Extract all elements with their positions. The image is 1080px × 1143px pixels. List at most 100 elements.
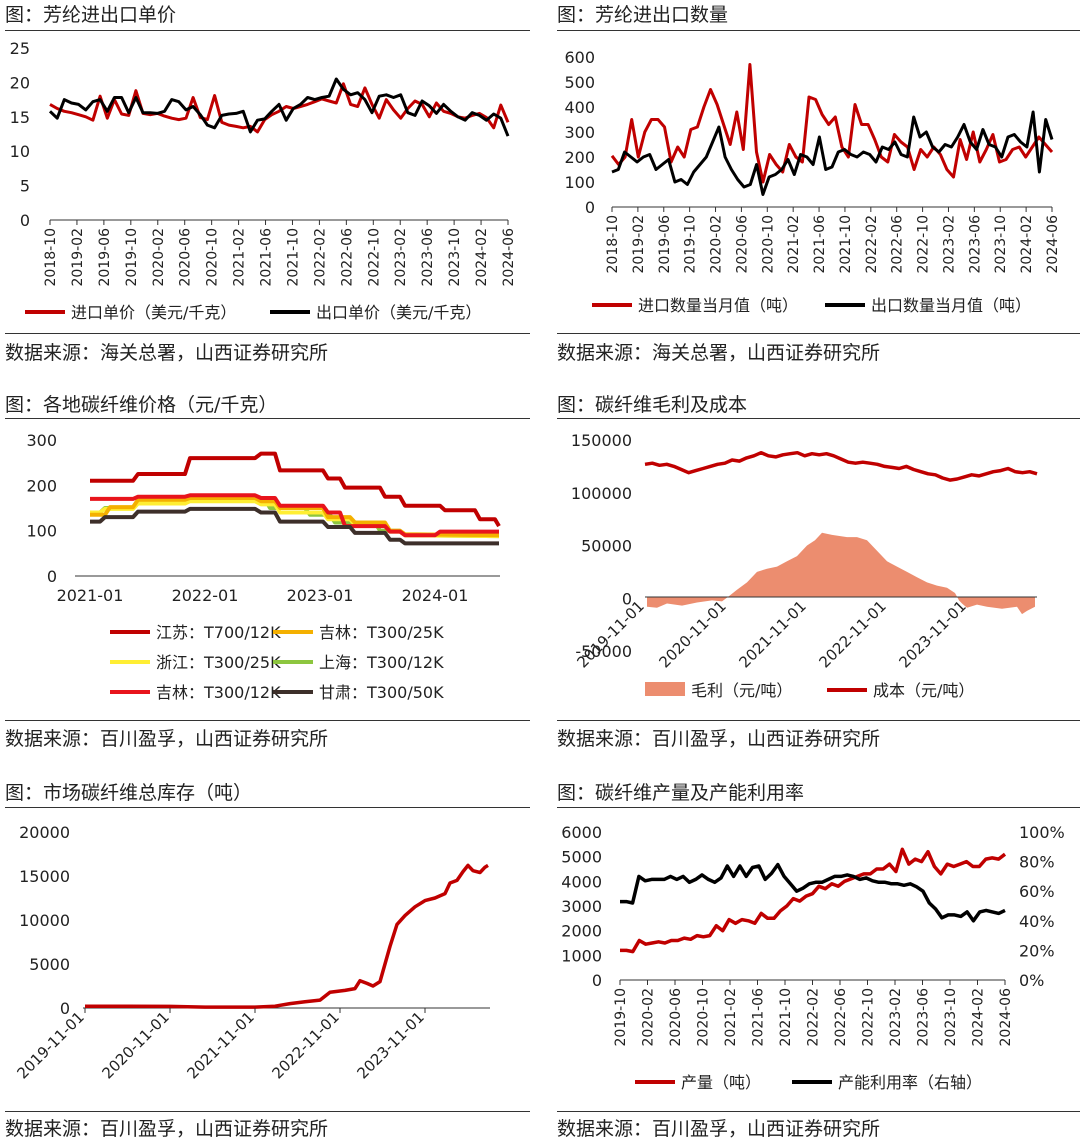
panel-carbon-fiber-prices: 图：各地碳纤维价格（元/千克） 0 100 200 300 2021-01 2022-01… bbox=[5, 390, 530, 760]
bottom-rule bbox=[557, 720, 1080, 721]
x-tick-label: 2019-10 bbox=[683, 215, 699, 274]
x-tick-label: 2019-11-01 bbox=[13, 1008, 87, 1082]
x-tick-label: 2020-02 bbox=[641, 988, 657, 1047]
x-tick-label: 2024-06 bbox=[998, 988, 1014, 1047]
x-tick-label: 2021-10 bbox=[285, 228, 301, 287]
x-tick-label: 2022-02 bbox=[806, 988, 822, 1047]
y2-tick-label: 20% bbox=[1019, 941, 1055, 960]
y-tick-label: 4000 bbox=[561, 872, 602, 891]
legend-label: 甘肃：T300/50K bbox=[319, 683, 444, 702]
y-tick-label: 100 bbox=[26, 522, 57, 541]
panel-import-export-price: 图：芳纶进出口单价 0 5 10 15 20 25 2018-10 2019-02 2019-0… bbox=[5, 0, 530, 370]
series-line bbox=[90, 493, 499, 538]
chart-c2: 0 100 200 300 400 500 600 2018-10 2019-02 2019-06… bbox=[564, 48, 1061, 315]
x-tick-label: 2019-10 bbox=[613, 988, 629, 1047]
legend-swatch bbox=[645, 682, 685, 696]
x-tick-label: 2020-06 bbox=[178, 228, 194, 287]
x-tick-label: 2021-06 bbox=[751, 988, 767, 1047]
x-tick-label: 2024-06 bbox=[1045, 215, 1061, 274]
data-source: 数据来源：海关总署，山西证券研究所 bbox=[557, 342, 881, 364]
chart-title: 图：芳纶进出口数量 bbox=[557, 4, 729, 26]
x-tick-label: 2021-10 bbox=[838, 215, 854, 274]
y-tick-label: 25 bbox=[10, 39, 30, 58]
x-tick-label: 2020-02 bbox=[151, 228, 167, 287]
top-rule bbox=[557, 30, 1080, 31]
x-tick-label: 2019-10 bbox=[124, 228, 140, 287]
series-line bbox=[85, 863, 489, 1009]
chart-c1: 0 5 10 15 20 25 2018-10 2019-02 2019-06 2019-10 20… bbox=[10, 39, 517, 322]
top-rule bbox=[5, 418, 530, 419]
y-tick-label: 0 bbox=[20, 211, 30, 230]
x-tick-label: 2020-06 bbox=[668, 988, 684, 1047]
y-tick-label: 6000 bbox=[561, 823, 602, 842]
top-rule bbox=[557, 418, 1080, 419]
series-line bbox=[90, 506, 499, 546]
x-tick-label: 2020-10 bbox=[696, 988, 712, 1047]
bottom-rule bbox=[5, 333, 530, 334]
series-line bbox=[644, 450, 1038, 482]
legend-label: 吉林：T300/12K bbox=[156, 683, 281, 702]
y-tick-label: -50000 bbox=[575, 642, 632, 661]
bottom-rule bbox=[557, 1111, 1080, 1112]
y-tick-label: 500 bbox=[564, 73, 595, 92]
y-tick-label: 200 bbox=[26, 476, 57, 495]
y-tick-label: 200 bbox=[564, 148, 595, 167]
chart-c3: 0 100 200 300 2021-01 2022-01 2023-01 2024-01 江苏… bbox=[26, 431, 501, 702]
x-tick-label: 2023-02 bbox=[941, 215, 957, 274]
y-tick-label: 0 bbox=[585, 198, 595, 217]
x-tick-label: 2022-02 bbox=[864, 215, 880, 274]
x-tick-label: 2022-06 bbox=[833, 988, 849, 1047]
y-tick-label: 300 bbox=[564, 123, 595, 142]
bottom-rule bbox=[5, 1111, 530, 1112]
x-tick-label: 2023-06 bbox=[916, 988, 932, 1047]
y2-tick-label: 0% bbox=[1019, 971, 1044, 990]
y-tick-label: 5000 bbox=[561, 848, 602, 867]
x-tick-label: 2020-11-01 bbox=[98, 1008, 172, 1082]
chart-c6: 0 1000 2000 3000 4000 5000 6000 0% 20% 40% 60% 80% 1… bbox=[561, 823, 1065, 1092]
x-tick-label: 2022-11-01 bbox=[268, 1008, 342, 1082]
x-tick-label: 2023-10 bbox=[993, 215, 1009, 274]
y-tick-label: 0 bbox=[60, 999, 70, 1018]
bottom-rule bbox=[557, 333, 1080, 334]
x-tick-label: 2023-02 bbox=[888, 988, 904, 1047]
y-tick-label: 100000 bbox=[571, 484, 632, 503]
data-source: 数据来源：海关总署，山西证券研究所 bbox=[5, 342, 329, 364]
y2-tick-label: 100% bbox=[1019, 823, 1065, 842]
x-tick-label: 2022-10 bbox=[916, 215, 932, 274]
legend-label: 毛利（元/吨） bbox=[691, 681, 792, 700]
x-tick-label: 2022-06 bbox=[339, 228, 355, 287]
x-tick-label: 2020-02 bbox=[709, 215, 725, 274]
y-tick-label: 150000 bbox=[571, 431, 632, 450]
legend-label: 进口数量当月值（吨） bbox=[638, 296, 798, 315]
x-tick-label: 2023-11-01 bbox=[895, 597, 969, 671]
data-source: 数据来源：百川盈孚，山西证券研究所 bbox=[5, 728, 329, 750]
y-tick-label: 15 bbox=[10, 108, 30, 127]
y-tick-label: 600 bbox=[564, 48, 595, 67]
legend-label: 成本（元/吨） bbox=[873, 681, 974, 700]
panel-output-utilization: 图：碳纤维产量及产能利用率 0 1000 2000 3000 4000 5000 6000 0… bbox=[557, 778, 1080, 1143]
y-tick-label: 100 bbox=[564, 173, 595, 192]
chart-title: 图：各地碳纤维价格（元/千克） bbox=[5, 394, 278, 416]
chart-title: 图：碳纤维毛利及成本 bbox=[557, 394, 748, 416]
x-tick-label: 2024-01 bbox=[402, 586, 469, 605]
data-source: 数据来源：百川盈孚，山西证券研究所 bbox=[557, 1118, 881, 1140]
y-tick-label: 0 bbox=[592, 971, 602, 990]
chart-title: 图：碳纤维产量及产能利用率 bbox=[557, 782, 805, 804]
y-tick-label: 50000 bbox=[581, 537, 632, 556]
panel-total-inventory: 图：市场碳纤维总库存（吨） 0 5000 10000 15000 20000 2019-1… bbox=[5, 778, 530, 1143]
y-tick-label: 400 bbox=[564, 98, 595, 117]
y-tick-label: 0 bbox=[47, 567, 57, 586]
series-line bbox=[48, 77, 510, 137]
top-rule bbox=[5, 807, 530, 808]
top-rule bbox=[557, 807, 1080, 808]
x-tick-label: 2022-10 bbox=[366, 228, 382, 287]
x-tick-label: 2024-02 bbox=[971, 988, 987, 1047]
x-tick-label: 2023-10 bbox=[447, 228, 463, 287]
x-tick-label: 2023-11-01 bbox=[353, 1008, 427, 1082]
y2-tick-label: 60% bbox=[1019, 882, 1055, 901]
y-tick-label: 20 bbox=[10, 73, 30, 92]
x-tick-label: 2024-02 bbox=[474, 228, 490, 287]
bottom-rule bbox=[5, 720, 530, 721]
y-tick-label: 15000 bbox=[19, 867, 70, 886]
